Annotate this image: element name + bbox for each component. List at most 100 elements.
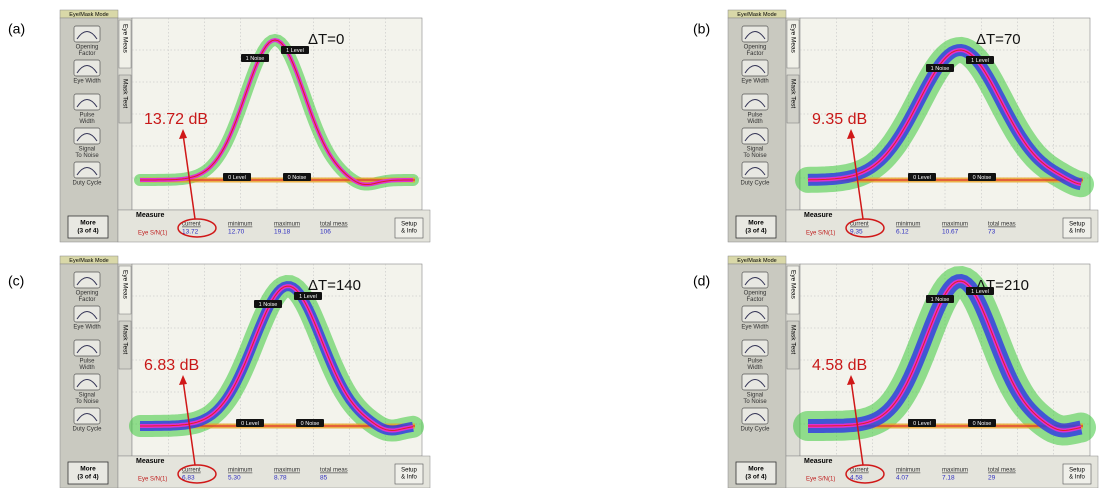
measure-bar: [117, 209, 431, 243]
marker-label: 1 Noise: [931, 66, 950, 72]
more-button: [735, 461, 777, 485]
marker: [968, 173, 996, 181]
button-icon: [76, 167, 98, 176]
button-label: Eye Width: [741, 325, 768, 331]
marker: [926, 295, 954, 303]
marker-label: 1 Level: [971, 58, 989, 64]
measure-bar: [117, 455, 431, 488]
button-label: Factor: [746, 297, 763, 303]
column-value: 6.83: [182, 475, 195, 482]
column-value: 85: [320, 475, 328, 482]
measure-button: [741, 93, 769, 111]
button-icon: [744, 99, 766, 108]
column-value: 19.18: [274, 229, 291, 236]
marker: [236, 419, 264, 427]
button-label: Width: [79, 365, 94, 371]
button-label: Opening: [744, 291, 767, 297]
panel-label: (d): [693, 273, 710, 289]
mode-tab-label: Eye/Mask Mode: [69, 12, 108, 18]
highlight-ellipse: [845, 464, 885, 484]
button-icon: [744, 31, 766, 40]
delta-t-annotation: ΔT=70: [976, 31, 1021, 48]
column-header: total meas: [988, 468, 1016, 474]
more-button-label: (3 of 4): [745, 474, 766, 481]
button-icon: [76, 65, 98, 74]
delta-t-annotation: ΔT=210: [976, 277, 1029, 294]
button-label: Pulse: [747, 113, 763, 119]
tab-label: Eye Meas: [121, 270, 128, 300]
button-label: Eye Width: [73, 79, 100, 85]
tab-label: Eye Meas: [789, 270, 796, 300]
marker: [968, 419, 996, 427]
button-label: Duty Cycle: [72, 427, 102, 433]
arrow-head: [179, 375, 187, 385]
setup-button-label: & Info: [1069, 229, 1085, 235]
button-icon: [76, 413, 98, 422]
tab-label: Eye Meas: [121, 24, 128, 54]
button-label: Duty Cycle: [740, 181, 770, 187]
setup-button-label: Setup: [1069, 468, 1085, 474]
button-label: Duty Cycle: [72, 181, 102, 187]
annotation-arrow: [182, 133, 196, 220]
measure-button: [741, 59, 769, 77]
setup-button: [394, 217, 424, 239]
button-icon: [76, 345, 98, 354]
button-icon: [744, 413, 766, 422]
measure-label: Measure: [136, 458, 165, 465]
column-value: 73: [988, 229, 996, 236]
column-header: minimum: [896, 222, 920, 228]
more-button-label: (3 of 4): [77, 228, 98, 235]
marker-label: 0 Level: [913, 175, 931, 181]
measure-button: [73, 161, 101, 179]
measure-label: Measure: [804, 212, 833, 219]
more-button-label: (3 of 4): [745, 228, 766, 235]
arrow-head: [179, 129, 187, 139]
setup-button-label: Setup: [401, 468, 417, 474]
measure-button: [73, 25, 101, 43]
measure-bar: [785, 209, 1099, 243]
measure-button: [73, 271, 101, 289]
column-header: minimum: [228, 222, 252, 228]
setup-button: [1062, 463, 1092, 485]
button-label: To Noise: [743, 399, 767, 405]
button-label: To Noise: [743, 153, 767, 159]
marker-label: 1 Level: [971, 289, 989, 295]
measure-button: [73, 305, 101, 323]
marker: [908, 419, 936, 427]
mode-tab-label: Eye/Mask Mode: [69, 258, 108, 264]
button-label: Factor: [78, 297, 95, 303]
button-icon: [744, 65, 766, 74]
measure-button: [741, 127, 769, 145]
column-value: 29: [988, 475, 996, 482]
button-label: Signal: [79, 147, 96, 153]
marker: [966, 56, 994, 64]
arrow-head: [847, 375, 855, 385]
annotation-arrow: [850, 379, 864, 466]
marker-label: 1 Level: [299, 294, 317, 300]
column-value: 4.07: [896, 475, 909, 482]
marker-label: 1 Noise: [259, 302, 278, 308]
marker-label: 0 Noise: [973, 421, 992, 427]
column-value: 10.67: [942, 229, 959, 236]
marker-label: 1 Level: [286, 48, 304, 54]
column-header: minimum: [228, 468, 252, 474]
button-label: Signal: [79, 393, 96, 399]
marker: [966, 287, 994, 295]
button-icon: [76, 311, 98, 320]
column-value: 106: [320, 229, 331, 236]
column-header: minimum: [896, 468, 920, 474]
column-value: 7.18: [942, 475, 955, 482]
tab-label: Eye Meas: [789, 24, 796, 54]
button-label: Eye Width: [741, 79, 768, 85]
marker-label: 0 Level: [228, 175, 246, 181]
snr-annotation: 13.72 dB: [144, 111, 208, 128]
button-icon: [744, 133, 766, 142]
measure-button: [73, 127, 101, 145]
column-value: 9.35: [850, 229, 863, 236]
button-label: Signal: [747, 147, 764, 153]
measure-row-label: Eye S/N(1): [806, 477, 835, 483]
